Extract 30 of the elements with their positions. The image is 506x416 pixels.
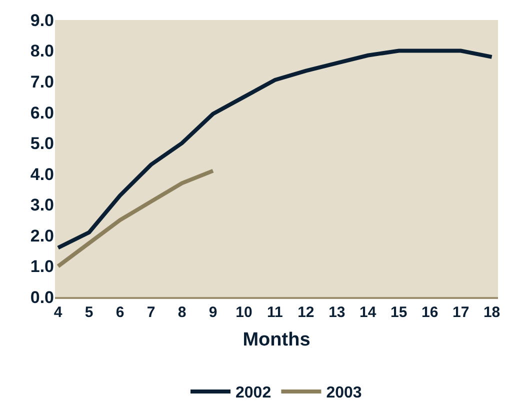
y-tick-label: 8.0 xyxy=(30,42,54,61)
x-tick-label: 15 xyxy=(390,304,408,321)
x-tick-label: 6 xyxy=(116,304,124,321)
x-tick-label: 13 xyxy=(328,304,346,321)
legend-label: 2002 xyxy=(236,384,272,402)
y-tick-label: 6.0 xyxy=(30,103,54,122)
y-tick-label: 7.0 xyxy=(30,72,54,92)
x-tick-label: 11 xyxy=(267,304,283,321)
x-tick-label: 9 xyxy=(208,304,218,321)
y-tick-label: 1.0 xyxy=(30,257,54,276)
y-tick-label: 0.0 xyxy=(30,288,54,307)
x-tick-label: 18 xyxy=(483,304,500,321)
y-tick-label: 4.0 xyxy=(30,164,54,184)
y-tick-label: 3.0 xyxy=(30,196,54,215)
legend-label: 2003 xyxy=(326,384,362,402)
x-tick-label: 4 xyxy=(54,304,63,321)
x-tick-label: 16 xyxy=(422,304,438,321)
y-tick-label: 9.0 xyxy=(30,10,54,30)
x-tick-label: 7 xyxy=(146,304,156,321)
x-axis-title: Months xyxy=(242,329,310,350)
x-tick-label: 12 xyxy=(298,304,314,321)
y-tick-label: 2.0 xyxy=(30,226,54,246)
y-tick-label: 5.0 xyxy=(30,134,54,154)
line-series xyxy=(56,168,215,268)
line-series xyxy=(56,48,494,250)
x-tick-label: 10 xyxy=(236,304,252,321)
x-tick-label: 5 xyxy=(84,304,94,321)
x-tick-label: 17 xyxy=(452,304,470,321)
x-tick-label: 8 xyxy=(178,304,186,321)
x-tick-label: 14 xyxy=(360,304,377,321)
